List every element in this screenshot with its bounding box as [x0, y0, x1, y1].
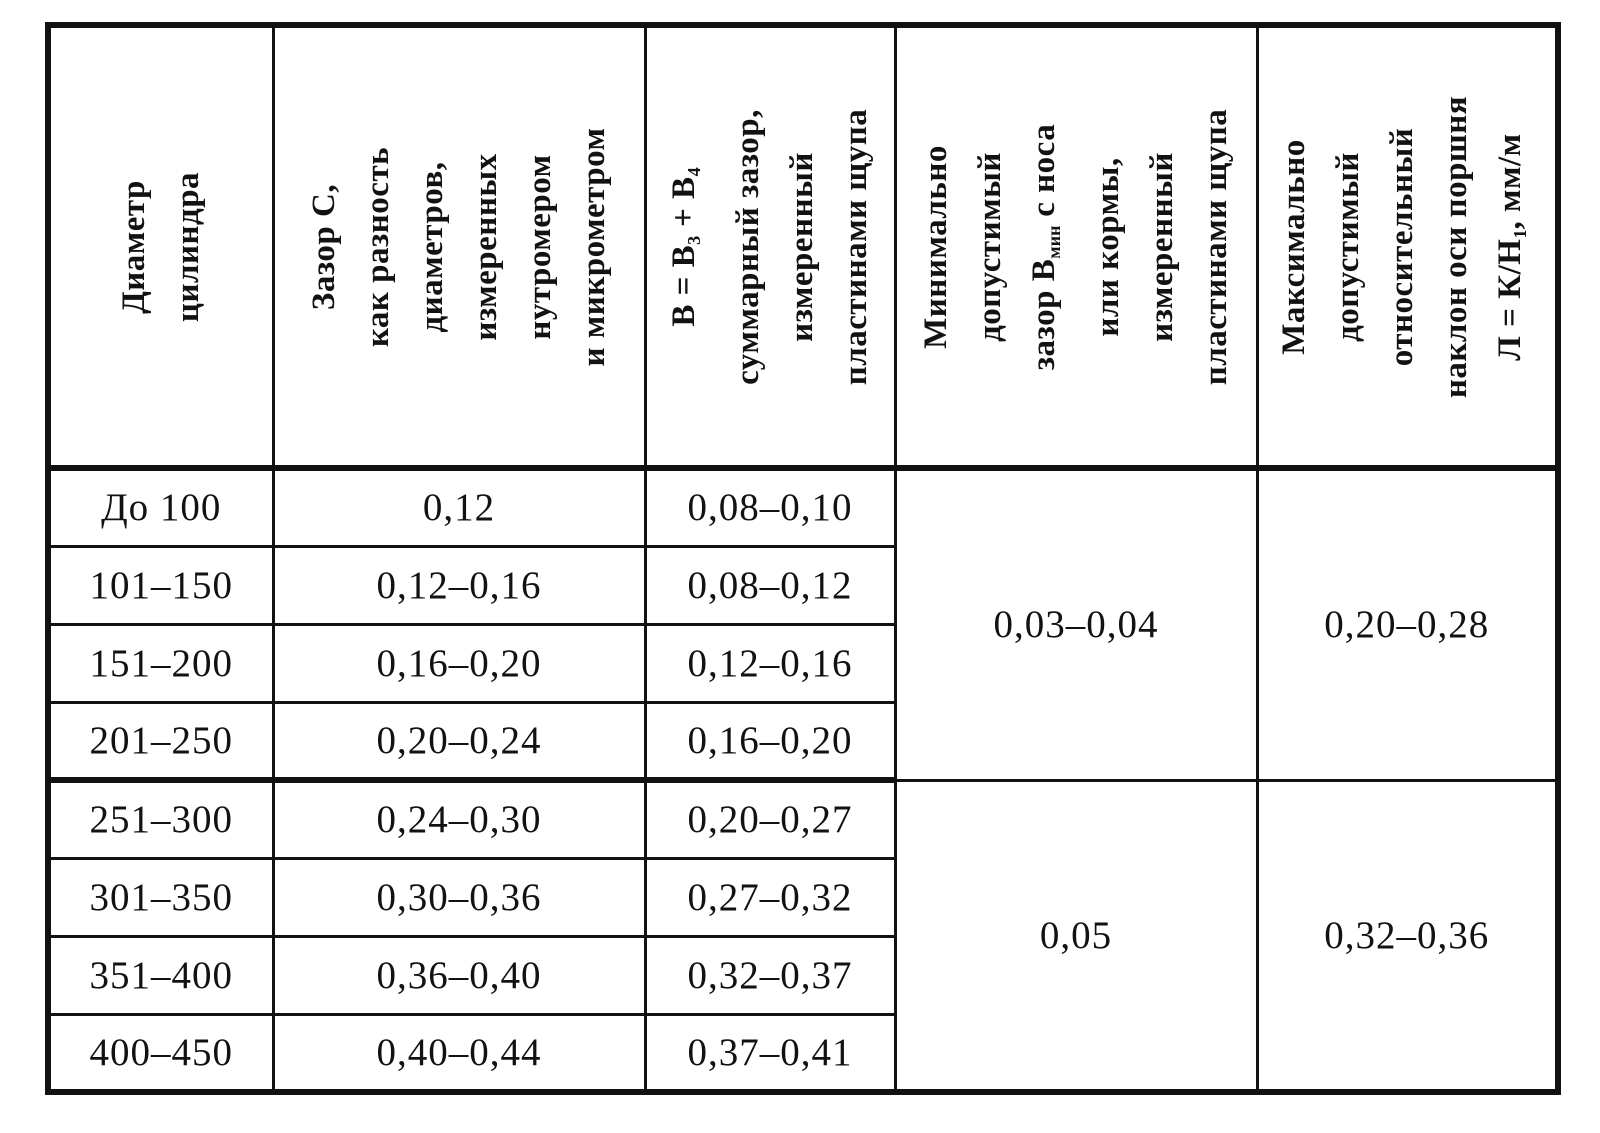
cell-gap-c: 0,20–0,24	[271, 700, 647, 783]
col-header-max-incline: Максимально допустимый относительный нак…	[1255, 23, 1560, 471]
cell-diameter: 400–450	[46, 1012, 275, 1094]
cell-gap-c: 0,36–0,40	[271, 934, 647, 1016]
table-row: 351–400 0,36–0,40 0,32–0,37	[46, 934, 1558, 1016]
cell-gap-b: 0,16–0,20	[643, 700, 897, 783]
piston-clearance-table: Диаметр цилиндра Зазор С, как разность д…	[45, 22, 1561, 1095]
col-header-min-gap: Минимально допустимый зазор Вмин с носа …	[893, 23, 1259, 471]
header-line: суммарный зазор,	[729, 108, 766, 385]
subscript: 4	[683, 166, 704, 176]
cell-gap-b: 0,12–0,16	[643, 622, 897, 704]
cell-gap-c: 0,40–0,44	[271, 1012, 647, 1094]
header-min-gap-text: Минимально допустимый зазор Вмин с носа …	[909, 108, 1243, 385]
subscript: мин	[1043, 225, 1064, 259]
cell-diameter: 101–150	[46, 544, 275, 626]
cell-diameter: 351–400	[46, 934, 275, 1016]
formula-line: В = В3 + В4	[657, 108, 721, 385]
col-header-diameter: Диаметр цилиндра	[46, 23, 275, 471]
cell-gap-b: 0,32–0,37	[643, 934, 897, 1016]
header-line: измеренный	[783, 151, 820, 342]
header-line: относительный	[1383, 127, 1420, 366]
subscript: 3	[683, 235, 704, 245]
cell-min-gap-group1: 0,03–0,04	[893, 466, 1259, 782]
header-line: диаметров,	[414, 160, 450, 333]
formula-text: Л = К/Н	[1491, 238, 1528, 361]
header-diameter-wrap: Диаметр цилиндра	[51, 28, 272, 465]
header-line: и микрометром	[576, 127, 612, 366]
header-line: цилиндра	[170, 171, 207, 322]
formula-text: В = В	[666, 244, 703, 327]
formula-text: зазор В	[1026, 258, 1063, 370]
cell-diameter: До 100	[46, 466, 275, 548]
cell-min-gap-group2: 0,05	[893, 778, 1259, 1094]
cell-gap-c: 0,16–0,20	[271, 622, 647, 704]
header-line: наклон оси поршня	[1437, 95, 1474, 398]
table-row: 251–300 0,24–0,30 0,20–0,27 0,05 0,32–0,…	[46, 778, 1560, 1094]
subscript: 1	[1509, 228, 1530, 239]
col-header-gap-c: Зазор С, как разность диаметров, измерен…	[271, 23, 647, 471]
header-max-incline-wrap: Максимально допустимый относительный нак…	[1259, 28, 1556, 465]
header-row: Диаметр цилиндра Зазор С, как разность д…	[46, 23, 1560, 471]
table-row: 101–150 0,12–0,16 0,08–0,12	[46, 544, 1558, 626]
cell-gap-b: 0,27–0,32	[643, 856, 897, 938]
cell-gap-b: 0,08–0,12	[643, 544, 897, 626]
header-gap-c-text: Зазор С, как разность диаметров, измерен…	[297, 127, 621, 366]
cell-diameter: 251–300	[46, 778, 275, 860]
header-line: измеренный	[1143, 151, 1180, 342]
header-diameter-text: Диаметр цилиндра	[107, 171, 215, 321]
header-gap-b-text: В = В3 + В4 суммарный зазор, измеренный …	[657, 108, 883, 385]
cell-gap-b: 0,20–0,27	[643, 778, 897, 860]
header-max-incline-text: Максимально допустимый относительный нак…	[1267, 95, 1547, 397]
header-line: допустимый	[972, 151, 1009, 342]
header-line: допустимый	[1329, 151, 1366, 342]
header-line: Максимально	[1275, 138, 1312, 355]
formula-line: зазор Вмин с носа	[1017, 108, 1081, 385]
formula-text: , мм/м	[1491, 132, 1528, 229]
header-gap-b-wrap: В = В3 + В4 суммарный зазор, измеренный …	[647, 28, 894, 465]
header-line: измеренных	[468, 152, 504, 341]
cell-diameter: 151–200	[46, 622, 275, 704]
header-line: Диаметр	[116, 179, 153, 314]
table-row: 301–350 0,30–0,36 0,27–0,32	[46, 856, 1558, 938]
header-line: Минимально	[918, 144, 955, 349]
header-line: пластинами щупа	[837, 108, 874, 385]
cell-max-incline-group2: 0,32–0,36	[1255, 778, 1560, 1094]
cell-gap-b: 0,08–0,10	[643, 466, 897, 548]
table-row: 201–250 0,20–0,24 0,16–0,20	[46, 700, 1558, 783]
formula-line: Л = К/Н1, мм/м	[1483, 95, 1547, 397]
header-gap-c-wrap: Зазор С, как разность диаметров, измерен…	[275, 28, 644, 465]
cell-gap-c: 0,12–0,16	[271, 544, 647, 626]
header-line: Зазор С,	[306, 183, 342, 310]
table-row: 151–200 0,16–0,20 0,12–0,16	[46, 622, 1558, 704]
cell-diameter: 201–250	[46, 700, 275, 783]
cell-gap-c: 0,30–0,36	[271, 856, 647, 938]
header-line: пластинами щупа	[1197, 108, 1234, 385]
formula-text: + В	[666, 175, 703, 236]
cell-max-incline-group1: 0,20–0,28	[1255, 466, 1560, 782]
table-row: До 100 0,12 0,08–0,10 0,03–0,04 0,20–0,2…	[46, 466, 1560, 782]
header-min-gap-wrap: Минимально допустимый зазор Вмин с носа …	[897, 28, 1256, 465]
cell-diameter: 301–350	[46, 856, 275, 938]
header-line: как разность	[360, 146, 396, 347]
header-line: нутромером	[522, 153, 558, 340]
header-line: или кормы,	[1089, 156, 1126, 337]
cell-gap-b: 0,37–0,41	[643, 1012, 897, 1094]
cell-gap-c: 0,24–0,30	[271, 778, 647, 860]
cell-gap-c: 0,12	[271, 466, 647, 548]
table-row: 400–450 0,40–0,44 0,37–0,41	[46, 1012, 1558, 1094]
formula-text: с носа	[1026, 123, 1063, 225]
col-header-gap-b-sum: В = В3 + В4 суммарный зазор, измеренный …	[643, 23, 897, 471]
